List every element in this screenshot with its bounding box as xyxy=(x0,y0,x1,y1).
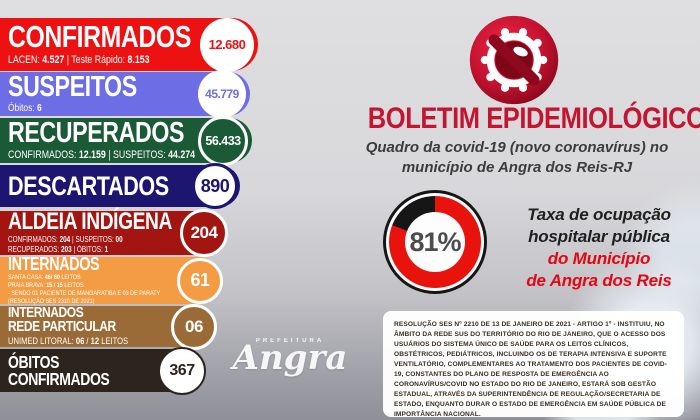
band-title: SUSPEITOS xyxy=(8,70,137,103)
stat-band-aldeia-indigena: ALDEIA INDÍGENA CONFIRMADOS: 204 | SUSPE… xyxy=(0,208,228,257)
band-title: INTERNADOS xyxy=(8,253,100,274)
band-badge: 45.779 xyxy=(198,70,246,118)
no-coronavirus-icon xyxy=(467,13,561,112)
band-details: SANTA CASA: 46/ 60 LEITOS PRAIA BRAVA: 15… xyxy=(8,274,161,305)
band-badge: 12.680 xyxy=(200,17,254,72)
band-badge: 890 xyxy=(192,163,238,209)
stat-band-confirmados: CONFIRMADOS LACEN: 4.527 | Teste Rápido:… xyxy=(0,17,258,72)
bulletin-subtitle-line2: município de Angra dos Reis-RJ xyxy=(401,158,633,176)
resolution-card: RESOLUÇÃO SES Nº 2210 DE 13 DE JANEIRO D… xyxy=(383,311,684,419)
prefeitura-label: PREFEITURA xyxy=(255,338,325,344)
occupancy-donut-ring: 81% xyxy=(389,196,481,288)
stat-band-suspeitos: SUSPEITOS Óbitos: 6 45.779 xyxy=(0,70,250,118)
band-details: CONFIRMADOS: 204 | SUSPEITOS: 00 RECUPERA… xyxy=(8,235,123,255)
occupancy-caption-line4: de Angra dos Reis xyxy=(526,271,672,291)
stat-band-internados: INTERNADOS SANTA CASA: 46/ 60 LEITOS PRAI… xyxy=(0,253,223,305)
band-details: Óbitos: 6 xyxy=(8,102,42,115)
prefeitura-angra-logo: PREFEITURA Angra xyxy=(225,338,355,375)
band-badge: 204 xyxy=(180,209,228,257)
band-title: RECUPERADOS xyxy=(8,117,185,150)
stat-band-recuperados: RECUPERADOS CONFIRMADOS: 12.159 | SUSPEI… xyxy=(0,115,252,166)
band-title: ALDEIA INDÍGENA xyxy=(8,208,172,236)
band-details: CONFIRMADOS: 12.159 | SUSPEITOS: 44.274 xyxy=(8,148,196,161)
stat-band-descartados: DESCARTADOS 890 xyxy=(0,163,240,209)
band-title: DESCARTADOS xyxy=(8,170,169,201)
band-badge: 56.433 xyxy=(198,115,248,166)
occupancy-caption-line1: Taxa de ocupação xyxy=(527,205,671,224)
band-badge: 367 xyxy=(158,346,206,395)
band-badge: 61 xyxy=(177,257,223,304)
occupancy-caption-line2: hospitalar pública xyxy=(528,227,670,247)
occupancy-caption: Taxa de ocupação hospitalar pública do M… xyxy=(500,204,698,292)
angra-wordmark: Angra xyxy=(232,338,348,378)
occupancy-donut-chart: 81% xyxy=(383,190,487,294)
band-badge: 06 xyxy=(171,303,217,350)
stat-band-internados-rede-particular: INTERNADOS REDE PARTICULAR UNIMED LITORA… xyxy=(0,303,217,350)
band-title: ÓBITOS CONFIRMADOS xyxy=(8,352,110,389)
resolution-text: RESOLUÇÃO SES Nº 2210 DE 13 DE JANEIRO D… xyxy=(394,321,668,419)
bulletin-subtitle: Quadro da covid-19 (novo coronavírus) no… xyxy=(338,138,696,177)
band-title: CONFIRMADOS xyxy=(8,19,191,55)
bulletin-title: BOLETIM EPIDEMIOLÓGICO xyxy=(367,102,700,135)
stat-band-obitos-confirmados: ÓBITOS CONFIRMADOS 367 xyxy=(0,346,206,395)
band-title: INTERNADOS REDE PARTICULAR xyxy=(8,304,116,335)
band-details: UNIMED LITORAL: 06 / 12 LEITOS xyxy=(8,335,129,347)
occupancy-caption-line3: do Município xyxy=(547,249,651,269)
occupancy-percent: 81% xyxy=(405,212,465,272)
band-details: LACEN: 4.527 | Teste Rápido: 8.153 xyxy=(8,53,150,66)
bulletin-subtitle-line1: Quadro da covid-19 (novo coronavírus) no xyxy=(365,139,669,156)
